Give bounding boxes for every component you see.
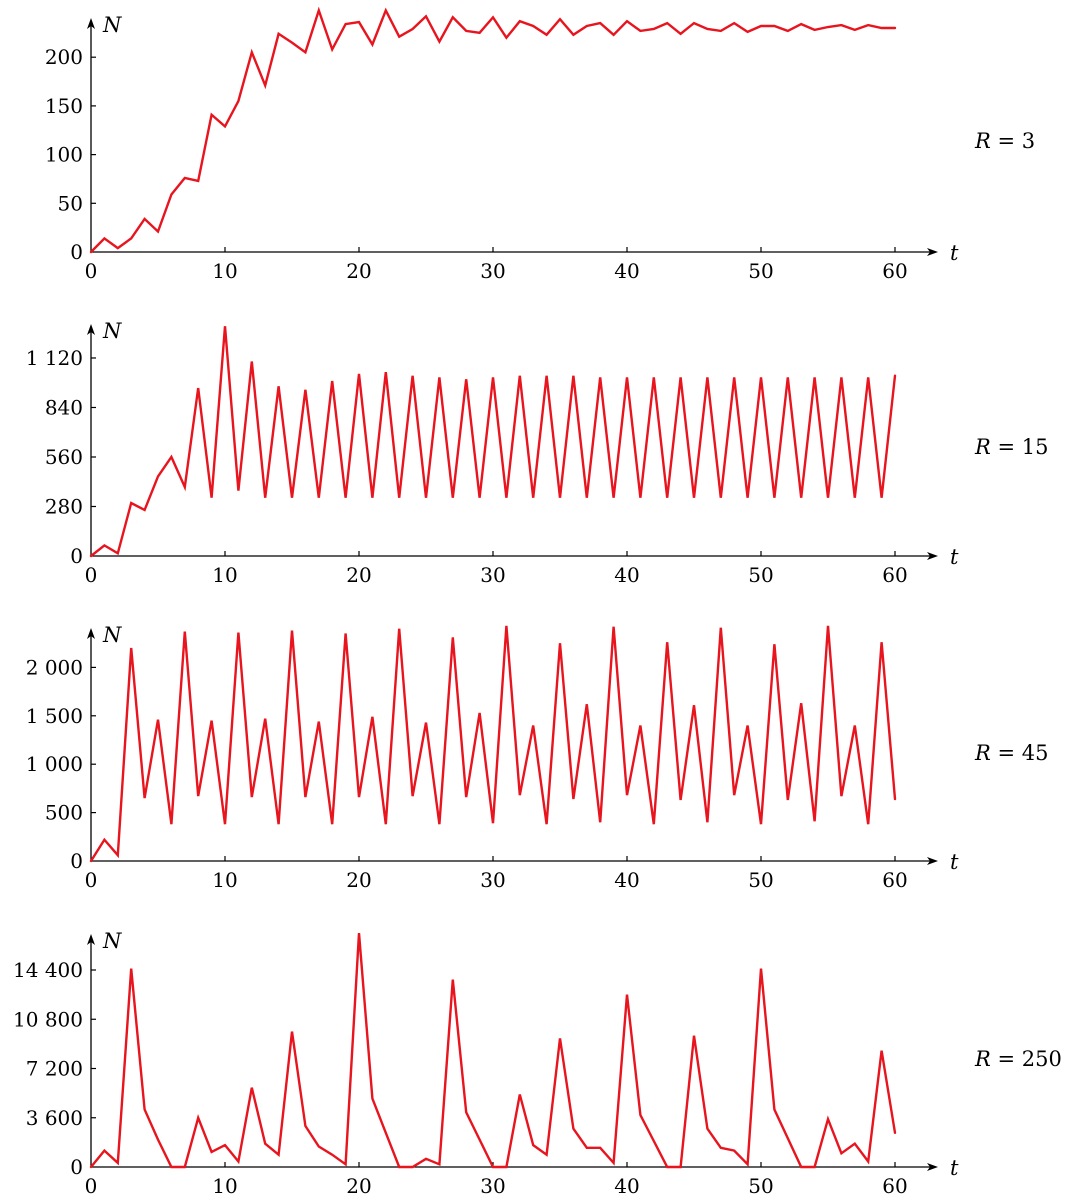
x-tick-label: 50: [748, 1174, 773, 1198]
y-tick-label: 10 800: [13, 1007, 83, 1031]
x-axis-label: t: [950, 850, 959, 874]
y-tick-label: 0: [70, 1155, 83, 1179]
y-tick-label: 1 500: [26, 704, 83, 728]
y-tick-label: 1 000: [26, 752, 83, 776]
y-tick-label: 840: [45, 395, 83, 419]
x-tick-label: 60: [882, 868, 907, 892]
x-tick-label: 10: [212, 1174, 237, 1198]
x-tick-label: 10: [212, 868, 237, 892]
x-tick-label: 40: [614, 868, 639, 892]
y-axis-label: N: [102, 623, 122, 647]
x-tick-label: 10: [212, 259, 237, 283]
x-tick-label: 50: [748, 259, 773, 283]
x-tick-label: 40: [614, 563, 639, 587]
x-tick-label: 20: [346, 1174, 371, 1198]
parameter-label: R = 45: [974, 741, 1048, 765]
y-tick-label: 500: [45, 801, 83, 825]
series-line-1: [89, 933, 897, 1169]
x-tick-label: 0: [85, 563, 98, 587]
series-line-1: [89, 6, 897, 254]
x-tick-label: 0: [85, 1174, 98, 1198]
x-tick-label: 30: [480, 868, 505, 892]
y-tick-label: 0: [70, 544, 83, 568]
y-tick-label: 3 600: [26, 1106, 83, 1130]
y-axis-label: N: [102, 929, 122, 953]
x-tick-label: 0: [85, 259, 98, 283]
x-axis-arrow-icon: [927, 1163, 938, 1171]
y-axis-arrow-icon: [87, 18, 95, 29]
series-line-1: [89, 625, 897, 863]
x-tick-label: 20: [346, 563, 371, 587]
y-tick-label: 150: [45, 94, 83, 118]
x-tick-label: 30: [480, 259, 505, 283]
y-axis-arrow-icon: [87, 628, 95, 639]
parameter-label: R = 15: [974, 435, 1048, 459]
y-tick-label: 2 000: [26, 655, 83, 679]
y-axis-label: N: [102, 13, 122, 37]
parameter-label: R = 3: [974, 129, 1035, 153]
x-tick-label: 50: [748, 563, 773, 587]
x-axis-arrow-icon: [927, 552, 938, 560]
chart-panel-2: 0 10 20 30 40 50 60 0 280 560 840 1 120 t N R = 15: [26, 319, 1049, 587]
y-tick-label: 1 120: [26, 346, 83, 370]
x-axis-label: t: [950, 545, 959, 569]
y-tick-label: 280: [45, 494, 83, 518]
x-tick-label: 40: [614, 1174, 639, 1198]
y-tick-label: 200: [45, 45, 83, 69]
chart-panel-1: 0 10 20 30 40 50 60 0 50 100 150 200 t N R = 3: [45, 6, 1035, 283]
x-axis-arrow-icon: [927, 248, 938, 256]
y-tick-label: 14 400: [13, 958, 83, 982]
x-axis-arrow-icon: [927, 857, 938, 865]
y-tick-label: 50: [58, 191, 83, 215]
x-tick-label: 20: [346, 259, 371, 283]
chart-panel-4: 0 10 20 30 40 50 60 0 3 600 7 200 10 800 14 400 t N R …: [13, 929, 1062, 1198]
y-tick-label: 100: [45, 143, 83, 167]
x-tick-label: 30: [480, 563, 505, 587]
x-tick-label: 0: [85, 868, 98, 892]
x-tick-label: 60: [882, 1174, 907, 1198]
y-tick-label: 0: [70, 849, 83, 873]
chart-panel-3: 0 10 20 30 40 50 60 0 500 1 000 1 500 2 000 t N R = 45: [26, 623, 1049, 892]
x-tick-label: 20: [346, 868, 371, 892]
x-tick-label: 60: [882, 563, 907, 587]
x-tick-label: 40: [614, 259, 639, 283]
y-tick-label: 560: [45, 445, 83, 469]
y-axis-arrow-icon: [87, 324, 95, 335]
x-tick-label: 30: [480, 1174, 505, 1198]
y-axis-label: N: [102, 319, 122, 343]
series-line-1: [89, 326, 897, 558]
x-axis-label: t: [950, 1156, 959, 1180]
parameter-label: R = 250: [974, 1047, 1062, 1071]
y-tick-label: 0: [70, 240, 83, 264]
y-tick-label: 7 200: [26, 1057, 83, 1081]
x-axis-label: t: [950, 241, 959, 265]
y-axis-arrow-icon: [87, 934, 95, 945]
x-tick-label: 60: [882, 259, 907, 283]
x-tick-label: 10: [212, 563, 237, 587]
x-tick-label: 50: [748, 868, 773, 892]
